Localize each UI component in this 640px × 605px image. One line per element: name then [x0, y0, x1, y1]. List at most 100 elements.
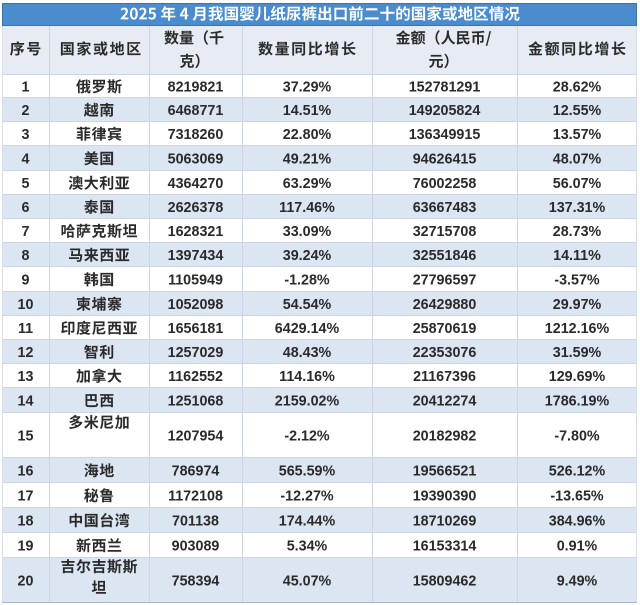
- svg-text:25870619: 25870619: [413, 321, 477, 337]
- svg-text:63.29%: 63.29%: [283, 176, 332, 192]
- svg-text:384.96%: 384.96%: [549, 513, 606, 529]
- svg-text:54.54%: 54.54%: [283, 297, 332, 313]
- svg-text:1207954: 1207954: [168, 428, 224, 444]
- svg-text:2159.02%: 2159.02%: [275, 393, 340, 409]
- svg-text:49.21%: 49.21%: [283, 151, 332, 167]
- svg-text:1212.16%: 1212.16%: [545, 321, 610, 337]
- svg-text:4: 4: [22, 151, 30, 167]
- svg-text:31.59%: 31.59%: [553, 345, 602, 361]
- svg-text:1628321: 1628321: [168, 224, 224, 240]
- svg-text:1: 1: [22, 79, 30, 95]
- svg-text:2: 2: [22, 103, 30, 119]
- svg-text:39.24%: 39.24%: [283, 248, 332, 264]
- svg-text:1172108: 1172108: [168, 488, 223, 504]
- svg-text:6: 6: [22, 200, 30, 216]
- svg-text:7: 7: [22, 224, 30, 240]
- svg-text:-2.12%: -2.12%: [284, 428, 330, 444]
- svg-text:22353076: 22353076: [413, 345, 477, 361]
- svg-text:8219821: 8219821: [168, 79, 224, 95]
- svg-text:13: 13: [18, 369, 34, 385]
- svg-text:18710269: 18710269: [413, 513, 477, 529]
- svg-text:2626378: 2626378: [168, 200, 224, 216]
- svg-text:33.09%: 33.09%: [283, 224, 332, 240]
- svg-text:1786.19%: 1786.19%: [545, 393, 610, 409]
- svg-text:114.16%: 114.16%: [279, 369, 335, 385]
- svg-text:6468771: 6468771: [168, 103, 224, 119]
- svg-text:-3.57%: -3.57%: [554, 272, 600, 288]
- svg-text:137.31%: 137.31%: [549, 200, 606, 216]
- svg-text:3: 3: [22, 127, 30, 143]
- svg-text:19390390: 19390390: [413, 488, 477, 504]
- svg-text:10: 10: [18, 297, 34, 313]
- svg-text:19: 19: [18, 538, 34, 554]
- svg-text:56.07%: 56.07%: [553, 176, 602, 192]
- svg-text:14.51%: 14.51%: [283, 103, 332, 119]
- svg-text:20182982: 20182982: [413, 428, 477, 444]
- svg-text:152781291: 152781291: [409, 79, 481, 95]
- svg-text:26429880: 26429880: [413, 297, 477, 313]
- svg-text:22.80%: 22.80%: [283, 127, 332, 143]
- svg-text:16153314: 16153314: [413, 538, 477, 554]
- svg-text:0.91%: 0.91%: [557, 538, 598, 554]
- svg-text:37.29%: 37.29%: [283, 79, 332, 95]
- svg-text:-12.27%: -12.27%: [280, 488, 334, 504]
- svg-text:174.44%: 174.44%: [279, 513, 336, 529]
- svg-text:1251068: 1251068: [168, 393, 224, 409]
- svg-text:1397434: 1397434: [168, 248, 224, 264]
- svg-text:526.12%: 526.12%: [549, 463, 606, 479]
- svg-text:16: 16: [18, 463, 34, 479]
- svg-text:1052098: 1052098: [168, 297, 224, 313]
- svg-text:94626415: 94626415: [413, 151, 477, 167]
- svg-text:32551846: 32551846: [413, 248, 477, 264]
- svg-text:29.97%: 29.97%: [553, 297, 602, 313]
- svg-text:18: 18: [18, 513, 34, 529]
- svg-text:9.49%: 9.49%: [557, 573, 598, 589]
- svg-text:9: 9: [22, 272, 30, 288]
- svg-text:48.43%: 48.43%: [283, 345, 332, 361]
- svg-text:4364270: 4364270: [168, 176, 224, 192]
- svg-text:12: 12: [18, 345, 34, 361]
- svg-text:20: 20: [18, 573, 34, 589]
- svg-text:20412274: 20412274: [413, 393, 477, 409]
- svg-text:1105949: 1105949: [168, 272, 223, 288]
- svg-text:48.07%: 48.07%: [553, 151, 602, 167]
- svg-text:14: 14: [18, 393, 34, 409]
- svg-text:-1.28%: -1.28%: [284, 272, 330, 288]
- svg-text:11: 11: [18, 321, 33, 337]
- svg-text:76002258: 76002258: [413, 176, 477, 192]
- svg-text:-13.65%: -13.65%: [550, 488, 604, 504]
- svg-text:5063069: 5063069: [168, 151, 224, 167]
- svg-text:28.73%: 28.73%: [553, 224, 602, 240]
- svg-text:5: 5: [22, 176, 30, 192]
- svg-text:903089: 903089: [172, 538, 220, 554]
- svg-text:117.46%: 117.46%: [279, 200, 335, 216]
- svg-text:129.69%: 129.69%: [549, 369, 606, 385]
- svg-text:63667483: 63667483: [413, 200, 477, 216]
- svg-text:701138: 701138: [172, 513, 219, 529]
- svg-text:565.59%: 565.59%: [279, 463, 336, 479]
- svg-text:45.07%: 45.07%: [283, 573, 332, 589]
- svg-text:15809462: 15809462: [413, 573, 477, 589]
- svg-text:758394: 758394: [172, 573, 220, 589]
- svg-text:19566521: 19566521: [413, 463, 477, 479]
- svg-text:13.57%: 13.57%: [553, 127, 602, 143]
- svg-text:6429.14%: 6429.14%: [275, 321, 340, 337]
- svg-text:32715708: 32715708: [413, 224, 477, 240]
- svg-text:1162552: 1162552: [168, 369, 223, 385]
- svg-text:14.11%: 14.11%: [553, 248, 601, 264]
- svg-text:1656181: 1656181: [168, 321, 224, 337]
- svg-text:27796597: 27796597: [413, 272, 477, 288]
- svg-text:149205824: 149205824: [409, 103, 481, 119]
- svg-text:7318260: 7318260: [168, 127, 224, 143]
- svg-text:15: 15: [18, 428, 34, 444]
- svg-text:21167396: 21167396: [413, 369, 476, 385]
- svg-text:1257029: 1257029: [168, 345, 224, 361]
- svg-text:12.55%: 12.55%: [553, 103, 602, 119]
- svg-text:28.62%: 28.62%: [553, 79, 602, 95]
- svg-text:136349915: 136349915: [409, 127, 481, 143]
- svg-text:786974: 786974: [172, 463, 220, 479]
- svg-text:-7.80%: -7.80%: [554, 428, 600, 444]
- svg-text:17: 17: [18, 488, 34, 504]
- svg-text:8: 8: [22, 248, 30, 264]
- svg-text:5.34%: 5.34%: [287, 538, 328, 554]
